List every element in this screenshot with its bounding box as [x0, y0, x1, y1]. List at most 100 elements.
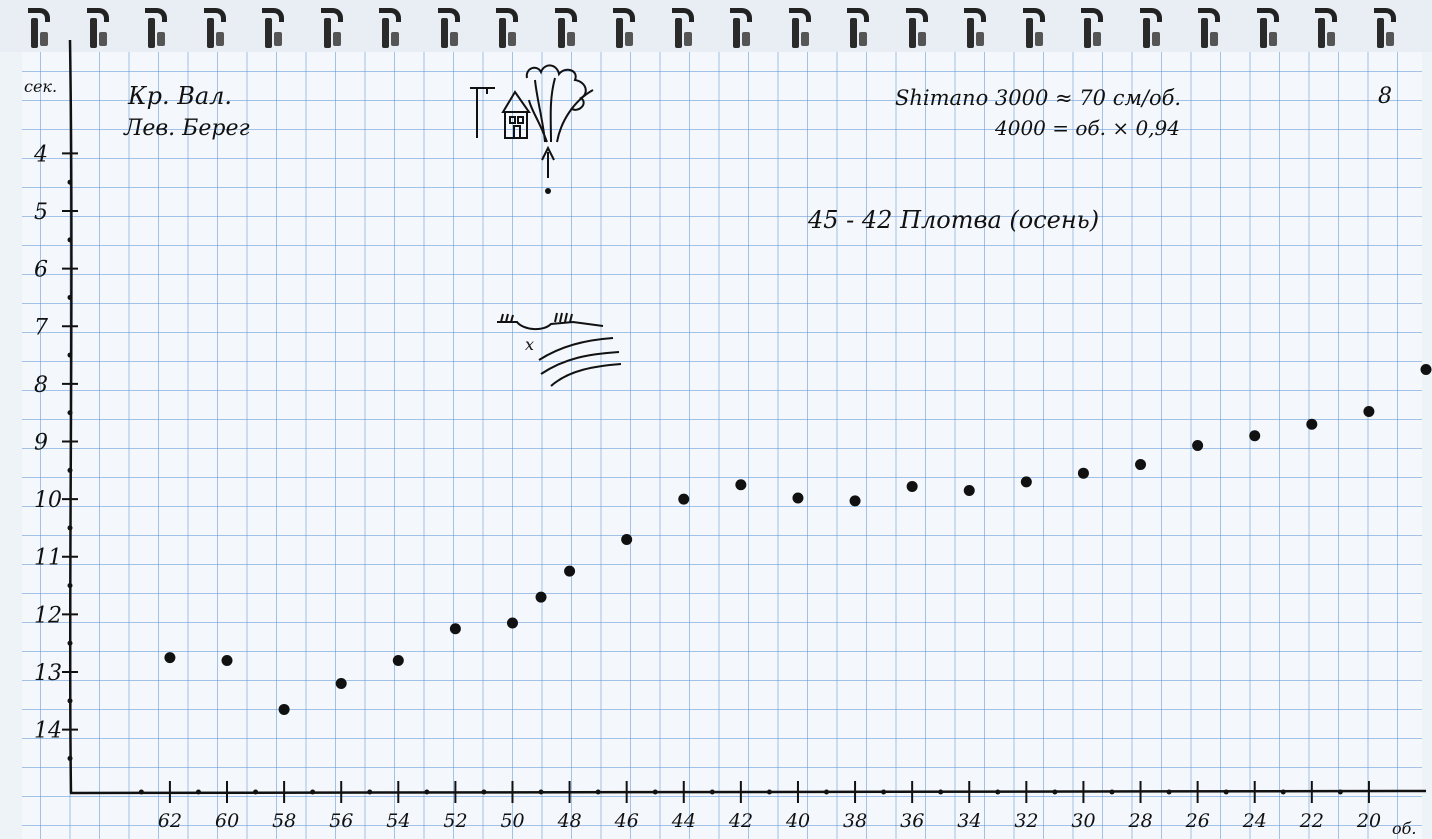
x-tick-label: 58: [272, 810, 296, 832]
x-axis-line: [69, 789, 1427, 795]
y-tick-label: 7: [34, 315, 48, 340]
x-minor-tick: [824, 789, 830, 795]
y-minor-tick: [67, 583, 73, 589]
data-point: [1192, 440, 1204, 452]
spiral-ring: [1256, 8, 1279, 48]
x-tick-label: 44: [671, 810, 696, 832]
data-point: [849, 495, 861, 507]
x-minor-tick: [595, 789, 601, 795]
data-point: [1420, 363, 1432, 375]
data-point: [792, 492, 804, 504]
y-tick-label: 9: [34, 431, 48, 456]
reel-note-line-1: Shimano 3000 ≈ 70 см/об.: [895, 86, 1182, 110]
data-point: [1306, 418, 1318, 430]
data-point: [1363, 406, 1375, 418]
x-minor-tick: [1109, 789, 1115, 795]
x-minor-tick: [367, 789, 373, 795]
y-minor-tick: [67, 698, 73, 704]
reel-note-line-2: 4000 = об. × 0,94: [995, 116, 1180, 140]
x-tick-label: 20: [1356, 810, 1381, 832]
y-tick-label: 10: [34, 488, 62, 513]
data-point: [906, 480, 918, 492]
annotation-roach-autumn: 45 - 42 Плотва (осень): [808, 206, 1100, 234]
spiral-ring: [730, 8, 752, 48]
x-tick-label: 46: [614, 810, 639, 832]
data-point: [1077, 467, 1089, 479]
x-minor-tick: [195, 789, 201, 795]
x-tick-label: 50: [500, 810, 524, 832]
data-point: [735, 479, 747, 491]
x-tick-label: 54: [386, 810, 410, 832]
spiral-ring: [964, 8, 986, 48]
location-line-2: Лев. Берег: [124, 116, 250, 141]
y-minor-tick: [67, 755, 73, 761]
spiral-ring: [28, 8, 50, 48]
y-tick-label: 5: [34, 200, 48, 225]
x-tick-label: 60: [215, 810, 239, 832]
y-minor-tick: [67, 179, 73, 185]
x-tick-label: 42: [728, 810, 753, 832]
y-tick-label: 11: [34, 546, 62, 571]
data-point: [564, 565, 576, 577]
x-minor-tick: [1280, 789, 1286, 795]
y-axis-label: сек.: [24, 77, 57, 96]
x-minor-tick: [652, 789, 658, 795]
y-minor-tick: [67, 294, 73, 300]
x-minor-tick: [709, 789, 715, 795]
x-minor-tick: [938, 789, 944, 795]
y-minor-tick: [67, 525, 73, 531]
x-tick-label: 26: [1185, 810, 1210, 832]
x-minor-tick: [766, 789, 772, 795]
y-minor-tick: [67, 237, 73, 243]
x-minor-tick: [995, 789, 1001, 795]
spiral-ring: [320, 8, 343, 48]
x-tick-label: 34: [957, 810, 981, 832]
spiral-ring: [1198, 8, 1220, 48]
spiral-ring: [905, 8, 928, 48]
x-minor-tick: [138, 789, 144, 795]
data-point: [506, 617, 518, 629]
spiral-ring: [1081, 8, 1103, 48]
x-tick-label: 28: [1128, 810, 1153, 832]
data-point: [1135, 459, 1147, 471]
y-minor-tick: [67, 640, 73, 646]
spiral-ring: [262, 8, 284, 48]
x-minor-tick: [1223, 789, 1229, 795]
data-point: [621, 533, 633, 545]
x-tick-label: 62: [158, 810, 182, 832]
x-tick-label: 40: [785, 810, 810, 832]
y-minor-tick: [67, 410, 73, 416]
x-tick-label: 56: [329, 810, 353, 832]
x-minor-tick: [310, 789, 316, 795]
x-tick-label: 48: [557, 810, 582, 832]
spiral-binding: [0, 0, 1432, 52]
x-tick-label: 52: [443, 810, 467, 832]
x-minor-tick: [1052, 789, 1058, 795]
location-line-1: Кр. Вал.: [128, 82, 233, 110]
page-number: 8: [1378, 84, 1392, 109]
data-point: [392, 654, 404, 666]
spiral-ring: [203, 8, 226, 48]
data-point: [1020, 476, 1032, 488]
spiral-ring: [145, 8, 167, 48]
spiral-ring: [437, 8, 460, 48]
data-point: [335, 678, 347, 690]
y-tick-label: 12: [34, 603, 62, 628]
sketch-marker: x: [525, 335, 534, 354]
spiral-ring: [554, 8, 577, 48]
data-point: [278, 703, 290, 715]
spiral-ring: [613, 8, 635, 48]
spiral-ring: [86, 8, 109, 48]
x-tick-label: 30: [1071, 810, 1095, 832]
y-minor-tick: [67, 467, 73, 473]
y-tick-label: 4: [33, 142, 48, 167]
spiral-ring: [1315, 8, 1337, 48]
x-minor-tick: [424, 789, 430, 795]
y-minor-tick: [67, 352, 73, 358]
spiral-ring: [1022, 8, 1045, 48]
graph-paper: [22, 34, 1422, 839]
spiral-ring: [671, 8, 694, 48]
x-minor-tick: [253, 789, 259, 795]
data-point: [963, 484, 975, 496]
